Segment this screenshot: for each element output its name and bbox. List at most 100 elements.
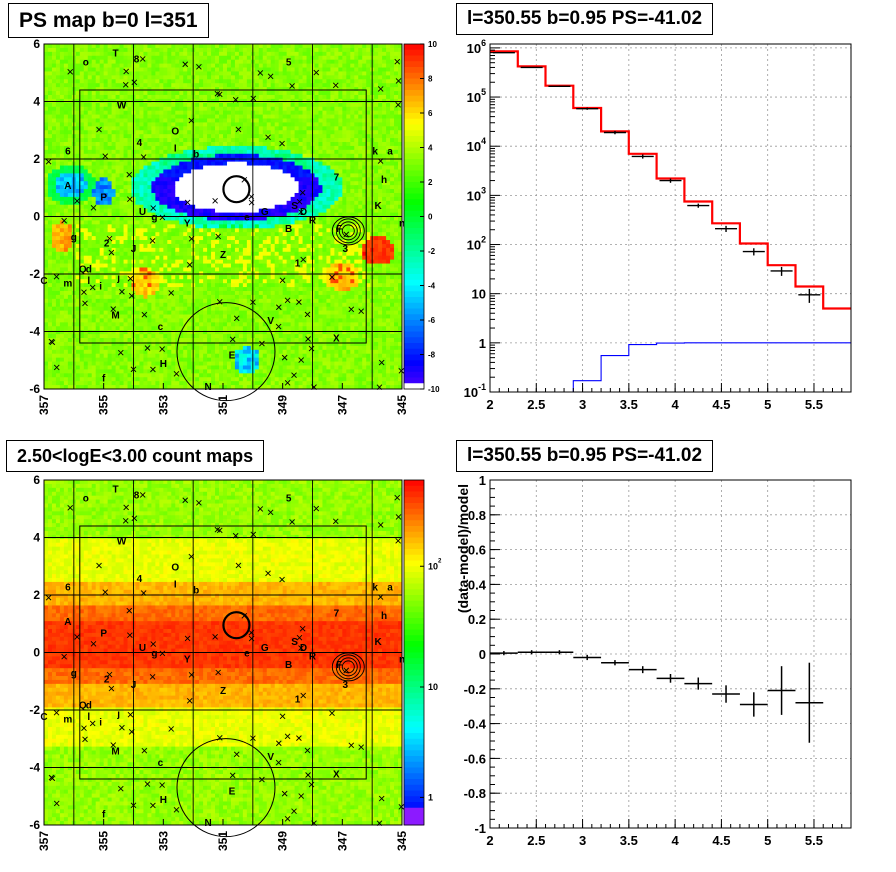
source-label: X: [333, 333, 340, 344]
heatmap-cells: [44, 480, 403, 826]
source-label: o: [83, 493, 89, 504]
panel2-title: l=350.55 b=0.95 PS=-41.02: [456, 3, 714, 35]
x-tick-label: 351: [216, 831, 230, 851]
source-crosses: [45, 492, 405, 827]
color-palette: [403, 479, 425, 826]
source-label: E: [229, 351, 236, 362]
source-label: g: [71, 669, 77, 680]
nested-circle: [335, 218, 361, 244]
y-tick-label: -0.6: [464, 751, 486, 766]
source-label: H: [160, 795, 167, 806]
source-label: d: [86, 264, 92, 275]
source-label: O: [171, 562, 179, 573]
source-label: 6: [65, 146, 71, 157]
source-label: Q: [79, 264, 87, 275]
y-tick-label: 10: [472, 287, 486, 302]
source-label: f: [102, 810, 106, 821]
source-label: K: [375, 637, 383, 648]
x-tick-label: 5: [764, 397, 771, 412]
source-label: S: [291, 637, 298, 648]
x-tick-label: 2.5: [527, 397, 545, 412]
y-tick-label: 104: [467, 136, 486, 154]
z-tick-label: -8: [428, 351, 436, 360]
z-tick-label: -6: [428, 316, 436, 325]
z-tick-label: 0: [428, 213, 433, 222]
z-tick-label: 1: [428, 792, 433, 802]
large-region-circle: [176, 738, 276, 838]
source-label: 2: [104, 238, 110, 249]
source-label: i: [99, 718, 102, 729]
source-label: C: [40, 712, 47, 723]
x-tick-label: 353: [156, 831, 170, 851]
x-tick-label: 347: [335, 395, 349, 415]
source-label: A: [64, 617, 71, 628]
x-tick-label: 2: [486, 833, 493, 848]
source-label: W: [117, 536, 127, 547]
x-tick-label: 4.5: [712, 833, 730, 848]
source-label: b: [193, 585, 199, 596]
y-tick-label: 106: [467, 38, 486, 56]
large-region-circle: [176, 302, 276, 402]
source-label: i: [99, 282, 102, 293]
source-label: V: [267, 752, 274, 763]
heatmap-grid: [44, 44, 402, 389]
z-tick-label: -4: [428, 282, 436, 291]
x-tick-label: 2: [486, 397, 493, 412]
source-label: b: [193, 149, 199, 160]
data-points: [492, 51, 821, 303]
source-label: 3: [343, 680, 349, 691]
grid: [490, 44, 851, 392]
source-label: o: [83, 57, 89, 68]
x-tick-label: 3.5: [620, 833, 638, 848]
source-label: U: [139, 207, 146, 218]
source-label: T: [113, 485, 119, 496]
source-label: 7: [334, 608, 340, 619]
source-label: K: [375, 201, 383, 212]
x-tick-label: 355: [97, 831, 111, 851]
x-tick-label: 355: [97, 395, 111, 415]
residual-panel: 2 2.5 3 3.5 4 4.5 5 5.5 1 0.8 0.6 0.4 0.2 0 -0.2 -0.4 -0…: [455, 473, 852, 848]
source-labels: o T 8 5 W O 4 I 6 b k a 7 h A P K SD G Ug e R Y n B Fg 2 J 3 Z 1 Q d j C m l…: [40, 49, 405, 394]
source-label: h: [381, 175, 387, 186]
source-label: A: [64, 181, 71, 192]
source-label: N: [204, 818, 211, 829]
z-tick-label: 102: [428, 557, 442, 571]
x-tick-label: 4.5: [712, 397, 730, 412]
source-label: O: [171, 126, 179, 137]
source-label: 1: [295, 259, 301, 270]
y-tick-label: 1: [479, 336, 486, 351]
y-tick-label: -4: [29, 761, 40, 775]
source-label: 4: [137, 574, 143, 585]
y-tick-label: -0.4: [464, 717, 487, 732]
source-label: a: [387, 146, 393, 157]
source-label: 8: [134, 490, 140, 501]
y-tick-label: 10-1: [464, 382, 486, 400]
palette-frame: [403, 479, 425, 826]
source-label: j: [116, 709, 120, 720]
source-label: V: [267, 316, 274, 327]
source-label: F: [336, 660, 342, 671]
source-label: Y: [184, 218, 191, 229]
source-label: g: [151, 649, 157, 660]
source-label: R: [309, 215, 317, 226]
y-tick-label: 0: [33, 210, 40, 224]
source-label: D: [300, 207, 307, 218]
y-tick-label: -1: [474, 821, 486, 836]
source-label: D: [300, 643, 307, 654]
z-tick-label: 6: [428, 109, 433, 118]
source-label: k: [372, 582, 378, 593]
source-label: a: [387, 582, 393, 593]
y-tick-label: -2: [29, 703, 40, 717]
source-label: P: [100, 628, 107, 639]
x-tick-label: 3.5: [620, 397, 638, 412]
x-tick-label: 4: [672, 833, 680, 848]
x-tick-label: 349: [276, 395, 290, 415]
source-label: m: [63, 715, 72, 726]
y-tick-label: 0.2: [468, 612, 486, 627]
y-tick-label: 0: [479, 647, 486, 662]
source-label: X: [333, 769, 340, 780]
nested-ellipse: [331, 652, 365, 682]
y-tick-label: -0.8: [464, 786, 486, 801]
y-axis-label: (data-model)/model: [455, 484, 471, 613]
x-tick-label: 351: [216, 395, 230, 415]
